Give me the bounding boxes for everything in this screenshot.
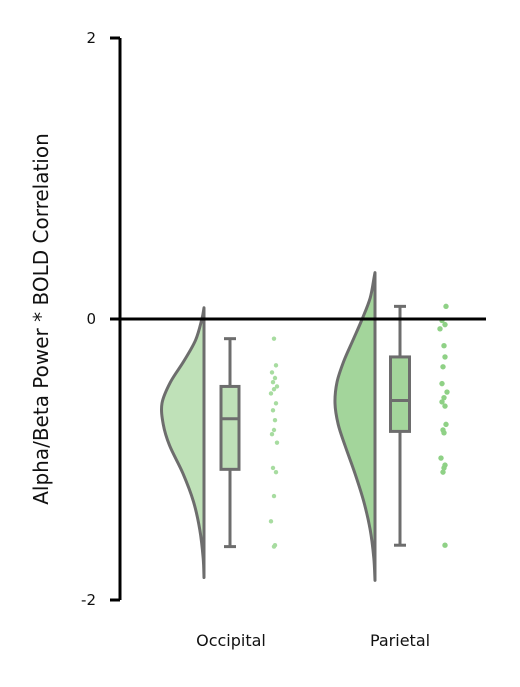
data-point-occipital xyxy=(270,380,276,385)
data-point-parietal xyxy=(441,342,447,349)
data-point-parietal xyxy=(442,354,448,360)
data-point-parietal xyxy=(441,430,447,436)
y-tick-label: -2 xyxy=(81,591,96,609)
data-point-parietal xyxy=(442,542,448,548)
data-point-parietal xyxy=(437,326,443,332)
data-point-occipital xyxy=(270,408,276,413)
data-point-occipital xyxy=(271,336,277,341)
data-point-occipital xyxy=(273,401,279,406)
data-point-parietal xyxy=(441,465,447,471)
data-point-parietal xyxy=(439,399,445,405)
data-point-parietal xyxy=(443,421,449,428)
y-tick-label: 0 xyxy=(86,310,96,328)
box-occipital xyxy=(219,384,241,471)
data-point-occipital xyxy=(272,417,278,423)
data-point-occipital xyxy=(268,519,274,524)
data-point-parietal xyxy=(440,469,446,475)
category-label-parietal: Parietal xyxy=(370,631,430,650)
data-point-occipital xyxy=(271,544,277,549)
data-point-occipital xyxy=(272,375,278,381)
data-point-occipital xyxy=(274,384,280,389)
data-point-parietal xyxy=(442,403,448,409)
data-point-occipital xyxy=(273,469,279,475)
data-point-occipital xyxy=(274,440,280,445)
data-point-occipital xyxy=(271,387,277,392)
violin-parietal xyxy=(333,271,377,582)
data-point-occipital xyxy=(269,432,275,437)
data-point-parietal xyxy=(440,364,446,370)
data-point-occipital xyxy=(268,391,274,396)
y-axis-title: Alpha/Beta Power * BOLD Correlation xyxy=(29,133,53,505)
data-point-occipital xyxy=(269,370,275,375)
data-point-parietal xyxy=(438,455,444,461)
data-point-occipital xyxy=(271,427,277,433)
data-point-occipital xyxy=(271,493,277,499)
data-point-occipital xyxy=(273,363,279,368)
data-point-parietal xyxy=(441,394,447,401)
y-tick-label: 2 xyxy=(86,29,96,47)
box-parietal xyxy=(389,355,411,433)
data-point-parietal xyxy=(442,321,448,328)
data-point-parietal xyxy=(444,389,450,395)
data-point-occipital xyxy=(270,465,276,471)
violin-occipital xyxy=(160,306,206,580)
data-point-parietal xyxy=(439,380,445,387)
data-point-parietal xyxy=(443,303,449,310)
category-label-occipital: Occipital xyxy=(196,631,266,650)
